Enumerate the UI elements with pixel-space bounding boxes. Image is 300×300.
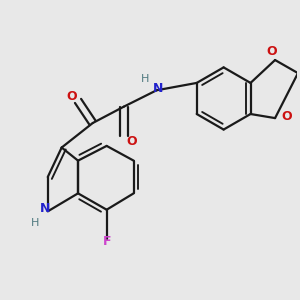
Text: O: O [66,89,77,103]
Text: O: O [281,110,292,123]
Text: H: H [141,74,149,84]
Text: H: H [31,218,39,228]
Text: O: O [266,45,277,58]
Text: O: O [127,134,137,148]
Text: N: N [40,202,50,215]
Text: F: F [102,235,111,248]
Text: N: N [153,82,164,95]
